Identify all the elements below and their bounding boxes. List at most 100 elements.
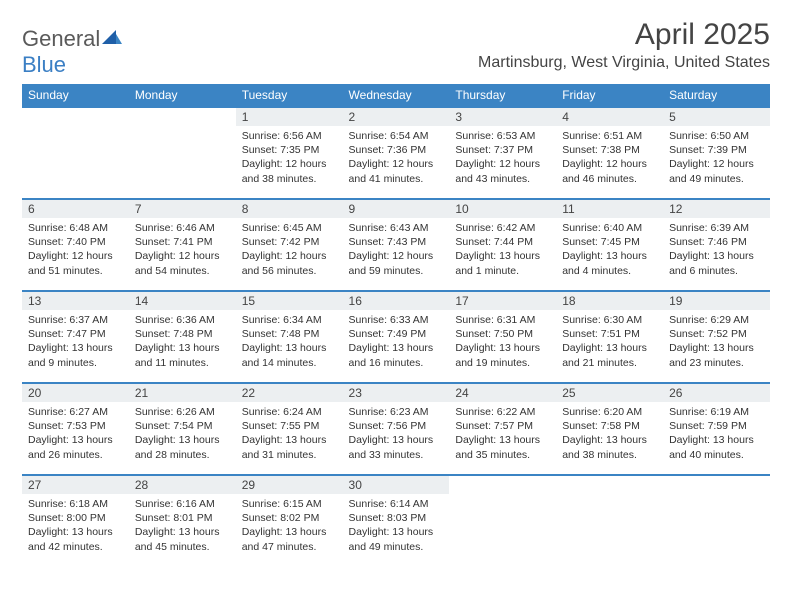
calendar-body: 1Sunrise: 6:56 AMSunset: 7:35 PMDaylight… bbox=[22, 107, 770, 567]
sunset-line: Sunset: 7:48 PM bbox=[135, 327, 230, 341]
sunset-line: Sunset: 7:42 PM bbox=[242, 235, 337, 249]
sunset-line: Sunset: 7:45 PM bbox=[562, 235, 657, 249]
day-number: 10 bbox=[449, 200, 556, 218]
day-number: 21 bbox=[129, 384, 236, 402]
daylight-line: Daylight: 13 hours and 49 minutes. bbox=[349, 525, 444, 553]
daylight-line: Daylight: 13 hours and 14 minutes. bbox=[242, 341, 337, 369]
sunset-line: Sunset: 7:39 PM bbox=[669, 143, 764, 157]
calendar-day-cell: 18Sunrise: 6:30 AMSunset: 7:51 PMDayligh… bbox=[556, 291, 663, 383]
day-number: 13 bbox=[22, 292, 129, 310]
calendar-day-cell: 5Sunrise: 6:50 AMSunset: 7:39 PMDaylight… bbox=[663, 107, 770, 199]
empty-daynum bbox=[449, 476, 556, 494]
calendar-week-row: 27Sunrise: 6:18 AMSunset: 8:00 PMDayligh… bbox=[22, 475, 770, 567]
day-number: 9 bbox=[343, 200, 450, 218]
weekday-row: SundayMondayTuesdayWednesdayThursdayFrid… bbox=[22, 84, 770, 107]
logo-word1: General bbox=[22, 26, 100, 51]
weekday-header: Saturday bbox=[663, 84, 770, 107]
sunrise-line: Sunrise: 6:54 AM bbox=[349, 129, 444, 143]
weekday-header: Sunday bbox=[22, 84, 129, 107]
day-details: Sunrise: 6:20 AMSunset: 7:58 PMDaylight:… bbox=[556, 402, 663, 464]
day-number: 22 bbox=[236, 384, 343, 402]
sunrise-line: Sunrise: 6:48 AM bbox=[28, 221, 123, 235]
sunset-line: Sunset: 7:37 PM bbox=[455, 143, 550, 157]
daylight-line: Daylight: 12 hours and 43 minutes. bbox=[455, 157, 550, 185]
daylight-line: Daylight: 13 hours and 45 minutes. bbox=[135, 525, 230, 553]
calendar-day-cell: 21Sunrise: 6:26 AMSunset: 7:54 PMDayligh… bbox=[129, 383, 236, 475]
day-number: 5 bbox=[663, 108, 770, 126]
weekday-header: Tuesday bbox=[236, 84, 343, 107]
calendar-day-cell: 20Sunrise: 6:27 AMSunset: 7:53 PMDayligh… bbox=[22, 383, 129, 475]
sunrise-line: Sunrise: 6:31 AM bbox=[455, 313, 550, 327]
calendar-day-cell: 16Sunrise: 6:33 AMSunset: 7:49 PMDayligh… bbox=[343, 291, 450, 383]
day-details: Sunrise: 6:45 AMSunset: 7:42 PMDaylight:… bbox=[236, 218, 343, 280]
day-details: Sunrise: 6:51 AMSunset: 7:38 PMDaylight:… bbox=[556, 126, 663, 188]
daylight-line: Daylight: 13 hours and 23 minutes. bbox=[669, 341, 764, 369]
day-number: 29 bbox=[236, 476, 343, 494]
title-block: April 2025 Martinsburg, West Virginia, U… bbox=[478, 18, 770, 72]
calendar-day-cell: 8Sunrise: 6:45 AMSunset: 7:42 PMDaylight… bbox=[236, 199, 343, 291]
day-details: Sunrise: 6:50 AMSunset: 7:39 PMDaylight:… bbox=[663, 126, 770, 188]
day-details: Sunrise: 6:48 AMSunset: 7:40 PMDaylight:… bbox=[22, 218, 129, 280]
weekday-header: Thursday bbox=[449, 84, 556, 107]
day-number: 24 bbox=[449, 384, 556, 402]
daylight-line: Daylight: 13 hours and 47 minutes. bbox=[242, 525, 337, 553]
sunset-line: Sunset: 8:00 PM bbox=[28, 511, 123, 525]
daylight-line: Daylight: 12 hours and 38 minutes. bbox=[242, 157, 337, 185]
daylight-line: Daylight: 12 hours and 56 minutes. bbox=[242, 249, 337, 277]
day-number: 1 bbox=[236, 108, 343, 126]
calendar-day-cell: 2Sunrise: 6:54 AMSunset: 7:36 PMDaylight… bbox=[343, 107, 450, 199]
sunset-line: Sunset: 7:53 PM bbox=[28, 419, 123, 433]
calendar-day-cell: 15Sunrise: 6:34 AMSunset: 7:48 PMDayligh… bbox=[236, 291, 343, 383]
daylight-line: Daylight: 13 hours and 28 minutes. bbox=[135, 433, 230, 461]
location: Martinsburg, West Virginia, United State… bbox=[478, 54, 770, 72]
day-details: Sunrise: 6:34 AMSunset: 7:48 PMDaylight:… bbox=[236, 310, 343, 372]
sunset-line: Sunset: 7:44 PM bbox=[455, 235, 550, 249]
sunrise-line: Sunrise: 6:30 AM bbox=[562, 313, 657, 327]
day-number: 6 bbox=[22, 200, 129, 218]
sunrise-line: Sunrise: 6:27 AM bbox=[28, 405, 123, 419]
empty-daynum bbox=[663, 476, 770, 494]
day-details: Sunrise: 6:18 AMSunset: 8:00 PMDaylight:… bbox=[22, 494, 129, 556]
sunrise-line: Sunrise: 6:46 AM bbox=[135, 221, 230, 235]
daylight-line: Daylight: 13 hours and 21 minutes. bbox=[562, 341, 657, 369]
weekday-header: Monday bbox=[129, 84, 236, 107]
daylight-line: Daylight: 13 hours and 42 minutes. bbox=[28, 525, 123, 553]
day-details: Sunrise: 6:15 AMSunset: 8:02 PMDaylight:… bbox=[236, 494, 343, 556]
logo: GeneralBlue bbox=[22, 18, 122, 78]
day-details: Sunrise: 6:27 AMSunset: 7:53 PMDaylight:… bbox=[22, 402, 129, 464]
sunrise-line: Sunrise: 6:22 AM bbox=[455, 405, 550, 419]
sunrise-line: Sunrise: 6:53 AM bbox=[455, 129, 550, 143]
sunset-line: Sunset: 8:01 PM bbox=[135, 511, 230, 525]
calendar-day-cell: 28Sunrise: 6:16 AMSunset: 8:01 PMDayligh… bbox=[129, 475, 236, 567]
sunrise-line: Sunrise: 6:26 AM bbox=[135, 405, 230, 419]
daylight-line: Daylight: 12 hours and 41 minutes. bbox=[349, 157, 444, 185]
calendar-week-row: 20Sunrise: 6:27 AMSunset: 7:53 PMDayligh… bbox=[22, 383, 770, 475]
day-number: 12 bbox=[663, 200, 770, 218]
day-number: 16 bbox=[343, 292, 450, 310]
sunrise-line: Sunrise: 6:23 AM bbox=[349, 405, 444, 419]
sunrise-line: Sunrise: 6:56 AM bbox=[242, 129, 337, 143]
daylight-line: Daylight: 12 hours and 54 minutes. bbox=[135, 249, 230, 277]
sunset-line: Sunset: 7:40 PM bbox=[28, 235, 123, 249]
calendar-day-cell: 4Sunrise: 6:51 AMSunset: 7:38 PMDaylight… bbox=[556, 107, 663, 199]
daylight-line: Daylight: 13 hours and 38 minutes. bbox=[562, 433, 657, 461]
day-number: 11 bbox=[556, 200, 663, 218]
calendar-empty-cell bbox=[556, 475, 663, 567]
calendar-week-row: 1Sunrise: 6:56 AMSunset: 7:35 PMDaylight… bbox=[22, 107, 770, 199]
calendar-week-row: 13Sunrise: 6:37 AMSunset: 7:47 PMDayligh… bbox=[22, 291, 770, 383]
calendar-day-cell: 24Sunrise: 6:22 AMSunset: 7:57 PMDayligh… bbox=[449, 383, 556, 475]
weekday-header: Wednesday bbox=[343, 84, 450, 107]
day-number: 26 bbox=[663, 384, 770, 402]
daylight-line: Daylight: 13 hours and 26 minutes. bbox=[28, 433, 123, 461]
sunset-line: Sunset: 7:43 PM bbox=[349, 235, 444, 249]
calendar-day-cell: 26Sunrise: 6:19 AMSunset: 7:59 PMDayligh… bbox=[663, 383, 770, 475]
calendar-empty-cell bbox=[22, 107, 129, 199]
day-details: Sunrise: 6:53 AMSunset: 7:37 PMDaylight:… bbox=[449, 126, 556, 188]
sunrise-line: Sunrise: 6:33 AM bbox=[349, 313, 444, 327]
calendar-day-cell: 10Sunrise: 6:42 AMSunset: 7:44 PMDayligh… bbox=[449, 199, 556, 291]
daylight-line: Daylight: 12 hours and 59 minutes. bbox=[349, 249, 444, 277]
daylight-line: Daylight: 12 hours and 46 minutes. bbox=[562, 157, 657, 185]
calendar-day-cell: 19Sunrise: 6:29 AMSunset: 7:52 PMDayligh… bbox=[663, 291, 770, 383]
daylight-line: Daylight: 12 hours and 51 minutes. bbox=[28, 249, 123, 277]
day-number: 19 bbox=[663, 292, 770, 310]
